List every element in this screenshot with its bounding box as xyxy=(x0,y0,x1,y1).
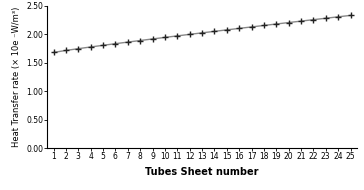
X-axis label: Tubes Sheet number: Tubes Sheet number xyxy=(145,167,259,177)
Y-axis label: Heat Transfer rate (× 10e ⁻W/m³): Heat Transfer rate (× 10e ⁻W/m³) xyxy=(12,7,21,147)
